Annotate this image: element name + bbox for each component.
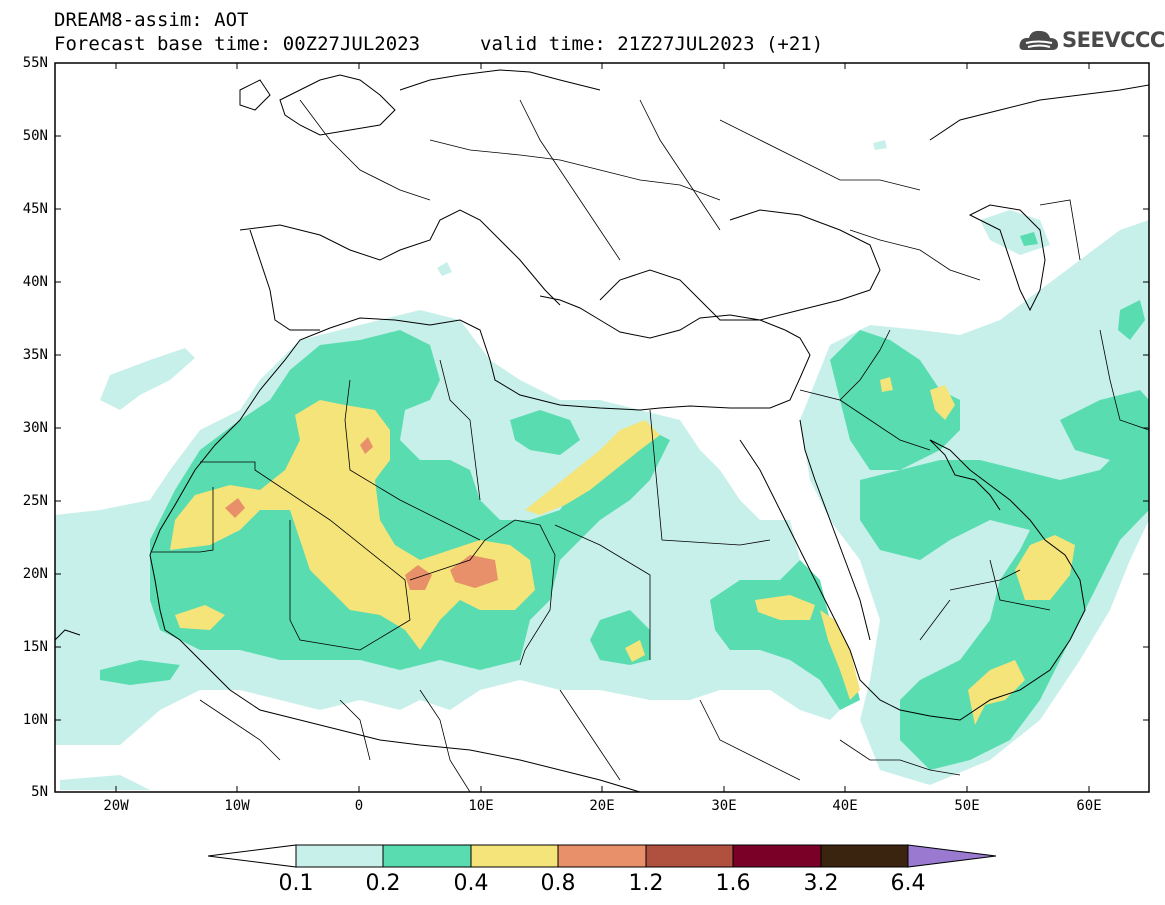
lon-label: 0 — [354, 798, 364, 814]
colorbar-label: 0.2 — [365, 871, 401, 896]
forecast-base-time: Forecast base time: 00Z27JUL2023 — [54, 33, 421, 55]
axis-ticks — [55, 62, 1149, 792]
lon-label: 50E — [954, 798, 980, 814]
lat-label: 55N — [22, 55, 48, 71]
lon-label: 20E — [589, 798, 615, 814]
aot-band-0-4 — [170, 377, 1075, 725]
lon-label: 30E — [711, 798, 737, 814]
colorbar-bin-5 — [645, 844, 734, 868]
lat-label: 50N — [22, 128, 48, 144]
colorbar-label: 1.6 — [715, 871, 751, 896]
colorbar-label: 1.2 — [628, 871, 664, 896]
lat-label: 25N — [22, 493, 48, 509]
aot-band-0-2 — [100, 232, 1149, 770]
logo-text: SEEVCCC — [1062, 28, 1165, 52]
aot-band-0-8 — [225, 437, 498, 590]
colorbar-label: 0.8 — [540, 871, 576, 896]
colorbar-label: 6.4 — [890, 871, 926, 896]
colorbar-bin-6 — [732, 844, 822, 868]
colorbar-label: 3.2 — [803, 871, 839, 896]
lat-label: 30N — [22, 420, 48, 436]
lon-label: 60E — [1076, 798, 1102, 814]
lat-label: 35N — [22, 347, 48, 363]
lon-label: 10W — [224, 798, 250, 814]
colorbar-label: 0.1 — [278, 871, 314, 896]
colorbar-bin-2 — [382, 844, 472, 868]
colorbar — [207, 844, 997, 868]
colorbar-bin-4 — [557, 844, 647, 868]
colorbar-label: 0.4 — [453, 871, 489, 896]
lat-label: 10N — [22, 712, 48, 728]
lon-label: 20W — [103, 798, 129, 814]
colorbar-bin-1 — [295, 844, 384, 868]
lat-label: 15N — [22, 639, 48, 655]
colorbar-under-arrow — [207, 844, 297, 868]
colorbar-bin-7 — [820, 844, 909, 868]
lat-label: 40N — [22, 274, 48, 290]
lat-label: 45N — [22, 201, 48, 217]
lat-label: 5N — [31, 784, 48, 800]
map-title: DREAM8-assim: AOT — [54, 9, 249, 31]
lat-label: 20N — [22, 566, 48, 582]
colorbar-over-arrow — [907, 844, 997, 868]
lon-label: 10E — [468, 798, 494, 814]
colorbar-bin-3 — [470, 844, 559, 868]
coastlines — [55, 69, 1149, 792]
lon-label: 40E — [832, 798, 858, 814]
country-borders — [152, 99, 1149, 792]
valid-time: valid time: 21Z27JUL2023 (+21) — [480, 33, 824, 55]
cloud-icon — [1019, 30, 1058, 50]
